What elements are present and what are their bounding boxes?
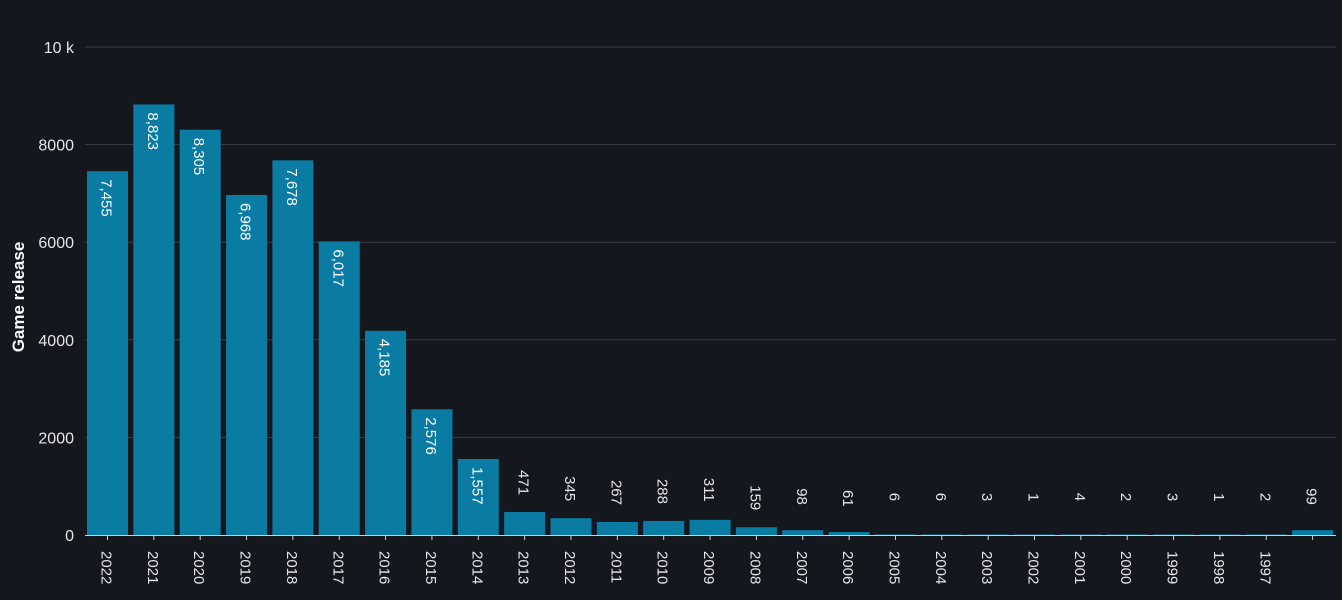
bar-data-label: 1 — [1210, 493, 1227, 501]
bar[interactable] — [1245, 534, 1287, 536]
bar-data-label: 6,017 — [329, 249, 346, 287]
bar[interactable] — [596, 521, 638, 535]
bar-data-label: 345 — [561, 476, 578, 501]
x-tick-label: 2014 — [468, 551, 485, 584]
bar-data-label: 6,968 — [237, 203, 254, 241]
bar-data-label: 2,576 — [422, 417, 439, 455]
bars: 7,455 8,823 8,305 6,968 7,678 6,017 4,185 2,576… — [87, 104, 1334, 536]
bar-data-label: 6 — [932, 493, 949, 501]
x-tick-label: 2012 — [561, 551, 578, 584]
y-tick-label: 10 k — [44, 40, 75, 57]
bar[interactable] — [1153, 534, 1195, 536]
x-tick-label: 2013 — [515, 551, 532, 584]
bar[interactable] — [504, 512, 546, 535]
bar-data-label: 8,305 — [190, 138, 207, 176]
x-tick-label: 2016 — [376, 551, 393, 584]
x-tick-label: 1997 — [1256, 551, 1273, 584]
x-tick-label: 2010 — [654, 551, 671, 584]
bar-data-label: 267 — [607, 480, 624, 505]
x-tick-label: 2005 — [885, 551, 902, 584]
bar[interactable] — [828, 532, 870, 535]
x-tick-label: 2007 — [793, 551, 810, 584]
bar[interactable] — [226, 194, 268, 535]
x-tick-label: 2003 — [978, 551, 995, 584]
bar[interactable] — [1060, 534, 1102, 536]
x-tick-label: 2008 — [746, 551, 763, 584]
bar-data-label: 4 — [1071, 493, 1088, 501]
x-tick-label: 2011 — [607, 551, 624, 583]
x-tick-label: 2019 — [237, 551, 254, 584]
y-tick-label: 0 — [65, 528, 74, 545]
x-tick-label: 2001 — [1071, 551, 1088, 584]
y-axis-label: Game release — [9, 242, 28, 353]
bar-data-label: 99 — [1303, 488, 1320, 505]
bar[interactable] — [1106, 534, 1148, 536]
bar[interactable] — [1292, 530, 1334, 535]
bar-data-label: 6 — [885, 493, 902, 501]
bar-data-label: 1 — [1025, 493, 1042, 501]
x-tick-label: 2017 — [329, 551, 346, 584]
x-axis-ticks: 2022 2021 2020 2019 2018 2017 2016 2015 2014 2013… — [98, 535, 1314, 584]
bar-data-label: 4,185 — [376, 339, 393, 377]
bar-data-label: 1,557 — [468, 467, 485, 505]
bar[interactable] — [874, 534, 916, 536]
y-tick-label: 2000 — [38, 430, 74, 447]
bar[interactable] — [179, 129, 221, 535]
bar-data-label: 159 — [746, 485, 763, 510]
x-tick-label: 2022 — [98, 551, 115, 584]
bar[interactable] — [1199, 534, 1241, 536]
bar[interactable] — [643, 520, 685, 535]
bar[interactable] — [921, 534, 963, 536]
x-tick-label: 2006 — [839, 551, 856, 584]
x-tick-label: 2015 — [422, 551, 439, 584]
x-tick-label: 2020 — [190, 551, 207, 584]
bar[interactable] — [272, 160, 314, 535]
y-tick-label: 4000 — [38, 333, 74, 350]
bar-data-label: 8,823 — [144, 112, 161, 150]
bar-data-label: 3 — [978, 493, 995, 501]
x-tick-label: 2004 — [932, 551, 949, 584]
bar[interactable] — [318, 241, 360, 535]
y-tick-label: 6000 — [38, 235, 74, 252]
bar-data-label: 2 — [1117, 493, 1134, 501]
bar-data-label: 7,678 — [283, 168, 300, 206]
bar[interactable] — [365, 330, 407, 535]
x-tick-label: 2018 — [283, 551, 300, 584]
x-tick-label: 1998 — [1210, 551, 1227, 584]
x-tick-label: 2002 — [1025, 551, 1042, 584]
bar-data-label: 471 — [515, 470, 532, 495]
bar[interactable] — [967, 534, 1009, 536]
y-tick-label: 8000 — [38, 138, 74, 155]
bar[interactable] — [689, 519, 731, 535]
bar[interactable] — [87, 171, 128, 536]
x-tick-label: 2021 — [144, 551, 161, 584]
bar-data-label: 2 — [1256, 493, 1273, 501]
bar[interactable] — [550, 518, 592, 535]
bar[interactable] — [133, 104, 175, 536]
bar[interactable] — [735, 527, 777, 535]
bar[interactable] — [1014, 534, 1055, 536]
bar[interactable] — [411, 409, 453, 535]
x-tick-label: 2000 — [1117, 551, 1134, 584]
bar-data-label: 98 — [793, 488, 810, 505]
bar[interactable] — [457, 459, 499, 535]
bar-data-label: 311 — [700, 478, 717, 502]
x-tick-label: 1999 — [1164, 551, 1181, 584]
bar-data-label: 61 — [839, 490, 856, 507]
bar-data-label: 288 — [654, 479, 671, 504]
x-tick-label: 2009 — [700, 551, 717, 584]
bar-data-label: 7,455 — [98, 179, 115, 217]
bar-data-label: 3 — [1164, 493, 1181, 501]
bar[interactable] — [782, 530, 824, 535]
y-axis-ticks: 0 2000 4000 6000 8000 10 k — [38, 40, 75, 545]
